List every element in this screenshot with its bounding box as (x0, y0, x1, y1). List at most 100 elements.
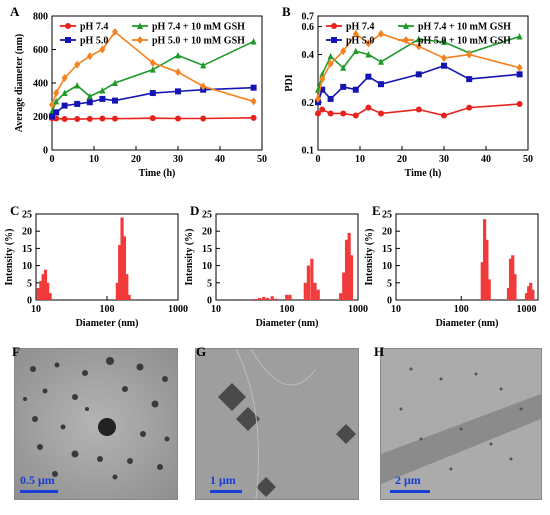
data-point (112, 27, 118, 36)
panel-label-e: E (372, 203, 381, 218)
legend-marker (403, 36, 409, 44)
data-point (340, 47, 347, 56)
legend-marker (65, 23, 71, 29)
histogram-bar (339, 293, 343, 300)
data-point (99, 87, 106, 94)
data-point (516, 32, 523, 40)
legend-marker (137, 36, 143, 44)
data-point (319, 75, 326, 84)
x-tick-label: 20 (397, 154, 407, 165)
histogram-bar (127, 294, 131, 300)
histogram-bar (349, 255, 354, 300)
y-axis-label: Intensity (%) (4, 229, 15, 286)
data-point (49, 113, 55, 120)
data-point (74, 82, 81, 89)
series-3 (315, 29, 523, 103)
y-tick-label: 15 (22, 244, 32, 255)
data-point (250, 114, 257, 121)
x-tick-label: 10 (211, 304, 221, 315)
histogram-bar (39, 281, 43, 300)
legend-marker (331, 37, 337, 43)
histogram-bar (508, 258, 513, 300)
series-2 (315, 62, 523, 106)
x-axis-label: Diameter (nm) (256, 318, 319, 329)
micrograph-g (195, 348, 359, 500)
scale-label-g: 1 μm (210, 473, 236, 487)
data-point (250, 84, 257, 91)
micrograph-f (14, 348, 178, 500)
histogram-bar (506, 287, 511, 300)
series-3 (49, 27, 257, 109)
legend-entry: pH 5.0 + 10 mM GSH (398, 36, 511, 47)
series-line (51, 40, 254, 112)
data-point (315, 94, 321, 103)
chart-d: D 10 100 1000 0 5 10 15 20 25 Diameter (nm) Intensi… (184, 203, 368, 329)
panel-label-a: A (10, 4, 20, 19)
data-point (175, 88, 181, 95)
data-point (149, 66, 156, 73)
scale-bar-f (20, 490, 58, 493)
y-tick-label: 10 (22, 261, 32, 272)
y-tick-label: 5 (27, 278, 32, 289)
y-axis-label: Intensity (%) (184, 229, 195, 286)
y-tick-label: 5 (387, 278, 392, 289)
x-tick-label: 30 (173, 154, 183, 165)
data-point (415, 42, 422, 51)
data-point (53, 109, 60, 116)
series-1 (49, 37, 257, 115)
x-tick-label: 10 (89, 154, 99, 165)
legend-entry: pH 7.4 (326, 22, 374, 33)
data-point (53, 97, 60, 105)
histogram-bar (316, 289, 320, 300)
x-tick-label: 50 (523, 154, 533, 165)
y-axis-label: Intensity (%) (364, 229, 375, 286)
data-point (49, 100, 55, 109)
histogram-bar (265, 297, 270, 300)
legend-entry: pH 7.4 (60, 22, 108, 33)
histogram-bar (527, 286, 531, 300)
data-point (61, 89, 68, 97)
data-point (112, 79, 118, 86)
data-point (86, 115, 93, 122)
data-point (61, 73, 68, 82)
x-axis-label: Time (h) (405, 168, 442, 179)
histogram-bar (43, 269, 48, 300)
legend-entry: pH 7.4 + 10 mM GSH (132, 22, 245, 33)
histogram-bar (529, 282, 533, 300)
micrograph-f-image (15, 349, 177, 499)
data-point (352, 47, 359, 55)
chart-c: C 10 100 1000 0 5 10 15 20 25 Diameter (nm) Intensi… (4, 203, 188, 329)
histogram-bar (306, 265, 310, 300)
x-tick-label: 1000 (168, 304, 188, 315)
data-point (340, 83, 347, 90)
y-tick-label: 0 (43, 146, 48, 157)
data-point (415, 71, 422, 78)
y-tick-label: 0 (27, 296, 32, 307)
histogram-bar (513, 274, 517, 300)
chart-b: B 0 10 20 30 40 50 0.1 0.2 0.4 0.60.7 Time (h) PDI pH… (282, 4, 533, 179)
x-tick-label: 1000 (348, 304, 368, 315)
legend-label: pH 5.0 (346, 36, 374, 47)
legend-marker (403, 22, 409, 29)
x-tick-label: 0 (50, 154, 55, 165)
data-point (319, 86, 326, 93)
data-point (516, 71, 523, 78)
y-tick-label: 0.4 (302, 50, 315, 61)
legend-label: pH 7.4 (80, 22, 108, 33)
x-tick-label: 10 (391, 304, 401, 315)
data-point (175, 115, 181, 122)
x-tick-label: 40 (481, 154, 491, 165)
plot-frame (35, 213, 179, 301)
histogram-bar (270, 296, 274, 300)
histogram-bar (511, 255, 515, 300)
histogram-bar (344, 239, 349, 300)
histogram-bar (480, 262, 484, 300)
panel-label-b: B (282, 4, 291, 19)
data-point (378, 58, 384, 65)
data-point (61, 102, 68, 109)
legend-label: pH 5.0 (80, 36, 108, 47)
y-tick-label: 10 (202, 261, 212, 272)
data-point (99, 115, 106, 122)
data-point (149, 115, 156, 122)
data-point (175, 51, 181, 59)
